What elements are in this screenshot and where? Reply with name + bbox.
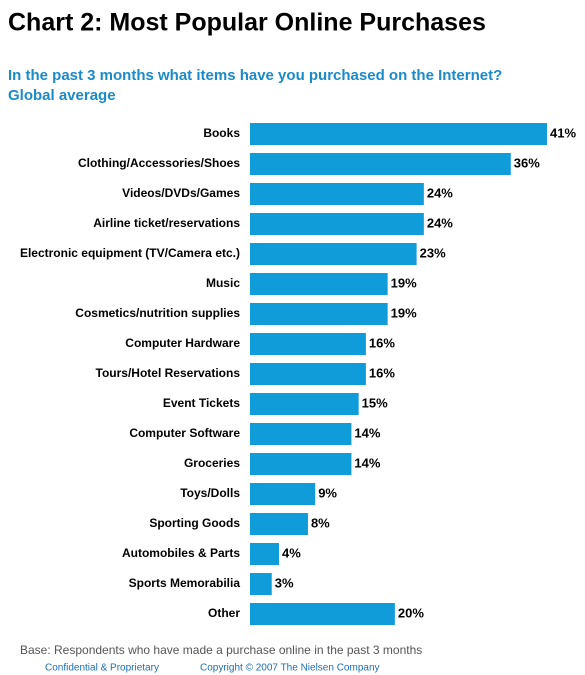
category-label: Sporting Goods xyxy=(149,516,240,530)
footer: Copyright © 2007 The Nielsen Company xyxy=(200,663,380,674)
category-label: Other xyxy=(208,606,240,620)
subtitle: In the past 3 months what items have you… xyxy=(8,67,502,84)
category-label: Tours/Hotel Reservations xyxy=(96,366,241,380)
value-label: 15% xyxy=(362,395,388,410)
value-label: 36% xyxy=(514,155,540,170)
value-label: 20% xyxy=(398,605,424,620)
value-label: 24% xyxy=(427,215,453,230)
bar xyxy=(250,153,511,175)
footer: Confidential & Proprietary xyxy=(45,663,159,674)
category-label: Airline ticket/reservations xyxy=(93,216,240,230)
bar xyxy=(250,363,366,385)
category-label: Videos/DVDs/Games xyxy=(122,186,240,200)
chart-title: Chart 2: Most Popular Online Purchases xyxy=(8,9,486,37)
bar xyxy=(250,303,388,325)
value-label: 16% xyxy=(369,335,395,350)
bar xyxy=(250,213,424,235)
bar xyxy=(250,453,352,475)
value-label: 4% xyxy=(282,545,301,560)
value-label: 41% xyxy=(550,125,576,140)
bar xyxy=(250,123,547,145)
bar xyxy=(250,603,395,625)
category-label: Computer Hardware xyxy=(125,336,240,350)
category-label: Event Tickets xyxy=(163,396,240,410)
category-label: Sports Memorabilia xyxy=(129,576,241,590)
value-label: 19% xyxy=(391,305,417,320)
category-label: Automobiles & Parts xyxy=(122,546,240,560)
bar xyxy=(250,183,424,205)
category-label: Clothing/Accessories/Shoes xyxy=(78,156,240,170)
bar xyxy=(250,393,359,415)
value-label: 3% xyxy=(275,575,294,590)
category-label: Computer Software xyxy=(129,426,240,440)
note: Base: Respondents who have made a purcha… xyxy=(20,643,422,657)
value-label: 9% xyxy=(318,485,337,500)
category-label: Toys/Dolls xyxy=(180,486,240,500)
bar xyxy=(250,423,352,445)
value-label: 19% xyxy=(391,275,417,290)
value-label: 14% xyxy=(354,455,380,470)
bar xyxy=(250,243,417,265)
value-label: 14% xyxy=(354,425,380,440)
bar xyxy=(250,273,388,295)
value-label: 8% xyxy=(311,515,330,530)
bar xyxy=(250,543,279,565)
bar xyxy=(250,573,272,595)
category-label: Music xyxy=(206,276,240,290)
category-label: Electronic equipment (TV/Camera etc.) xyxy=(20,246,240,260)
bar xyxy=(250,333,366,355)
subtitle: Global average xyxy=(8,87,116,104)
category-label: Groceries xyxy=(184,456,240,470)
value-label: 24% xyxy=(427,185,453,200)
bar xyxy=(250,513,308,535)
category-label: Cosmetics/nutrition supplies xyxy=(75,306,240,320)
value-label: 23% xyxy=(420,245,446,260)
value-label: 16% xyxy=(369,365,395,380)
bar xyxy=(250,483,316,505)
category-label: Books xyxy=(203,126,240,140)
